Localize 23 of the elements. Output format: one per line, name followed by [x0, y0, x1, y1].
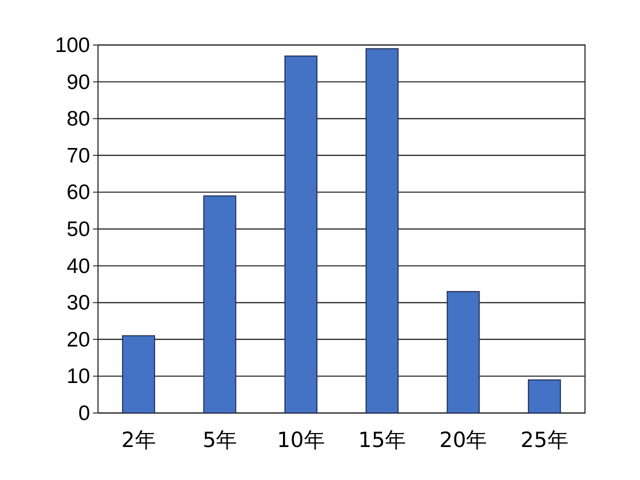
bar [528, 379, 561, 414]
bar [122, 335, 156, 414]
x-tick-label: 5年 [202, 428, 237, 452]
y-tick-label: 70 [66, 144, 90, 168]
y-tick-label: 80 [66, 108, 90, 131]
y-tick-label: 20 [66, 328, 90, 352]
y-tick-label: 10 [66, 365, 90, 388]
y-tick-label: 30 [66, 292, 90, 315]
y-tick-label: 60 [66, 181, 90, 204]
y-tick-label: 50 [66, 218, 90, 241]
y-tick-label: 90 [66, 70, 90, 94]
x-tick-label: 25年 [520, 428, 568, 452]
x-tick-label: 15年 [358, 428, 406, 452]
x-tick-label: 2年 [121, 428, 156, 452]
y-tick-label: 100 [54, 34, 90, 57]
x-tick-label: 20年 [439, 428, 488, 452]
y-tick-label: 0 [78, 402, 90, 425]
bar [446, 291, 480, 414]
bar [366, 48, 399, 414]
bar [284, 56, 318, 414]
x-tick-label: 10年 [277, 428, 325, 452]
bar [203, 195, 236, 414]
y-tick-label: 40 [66, 254, 90, 278]
